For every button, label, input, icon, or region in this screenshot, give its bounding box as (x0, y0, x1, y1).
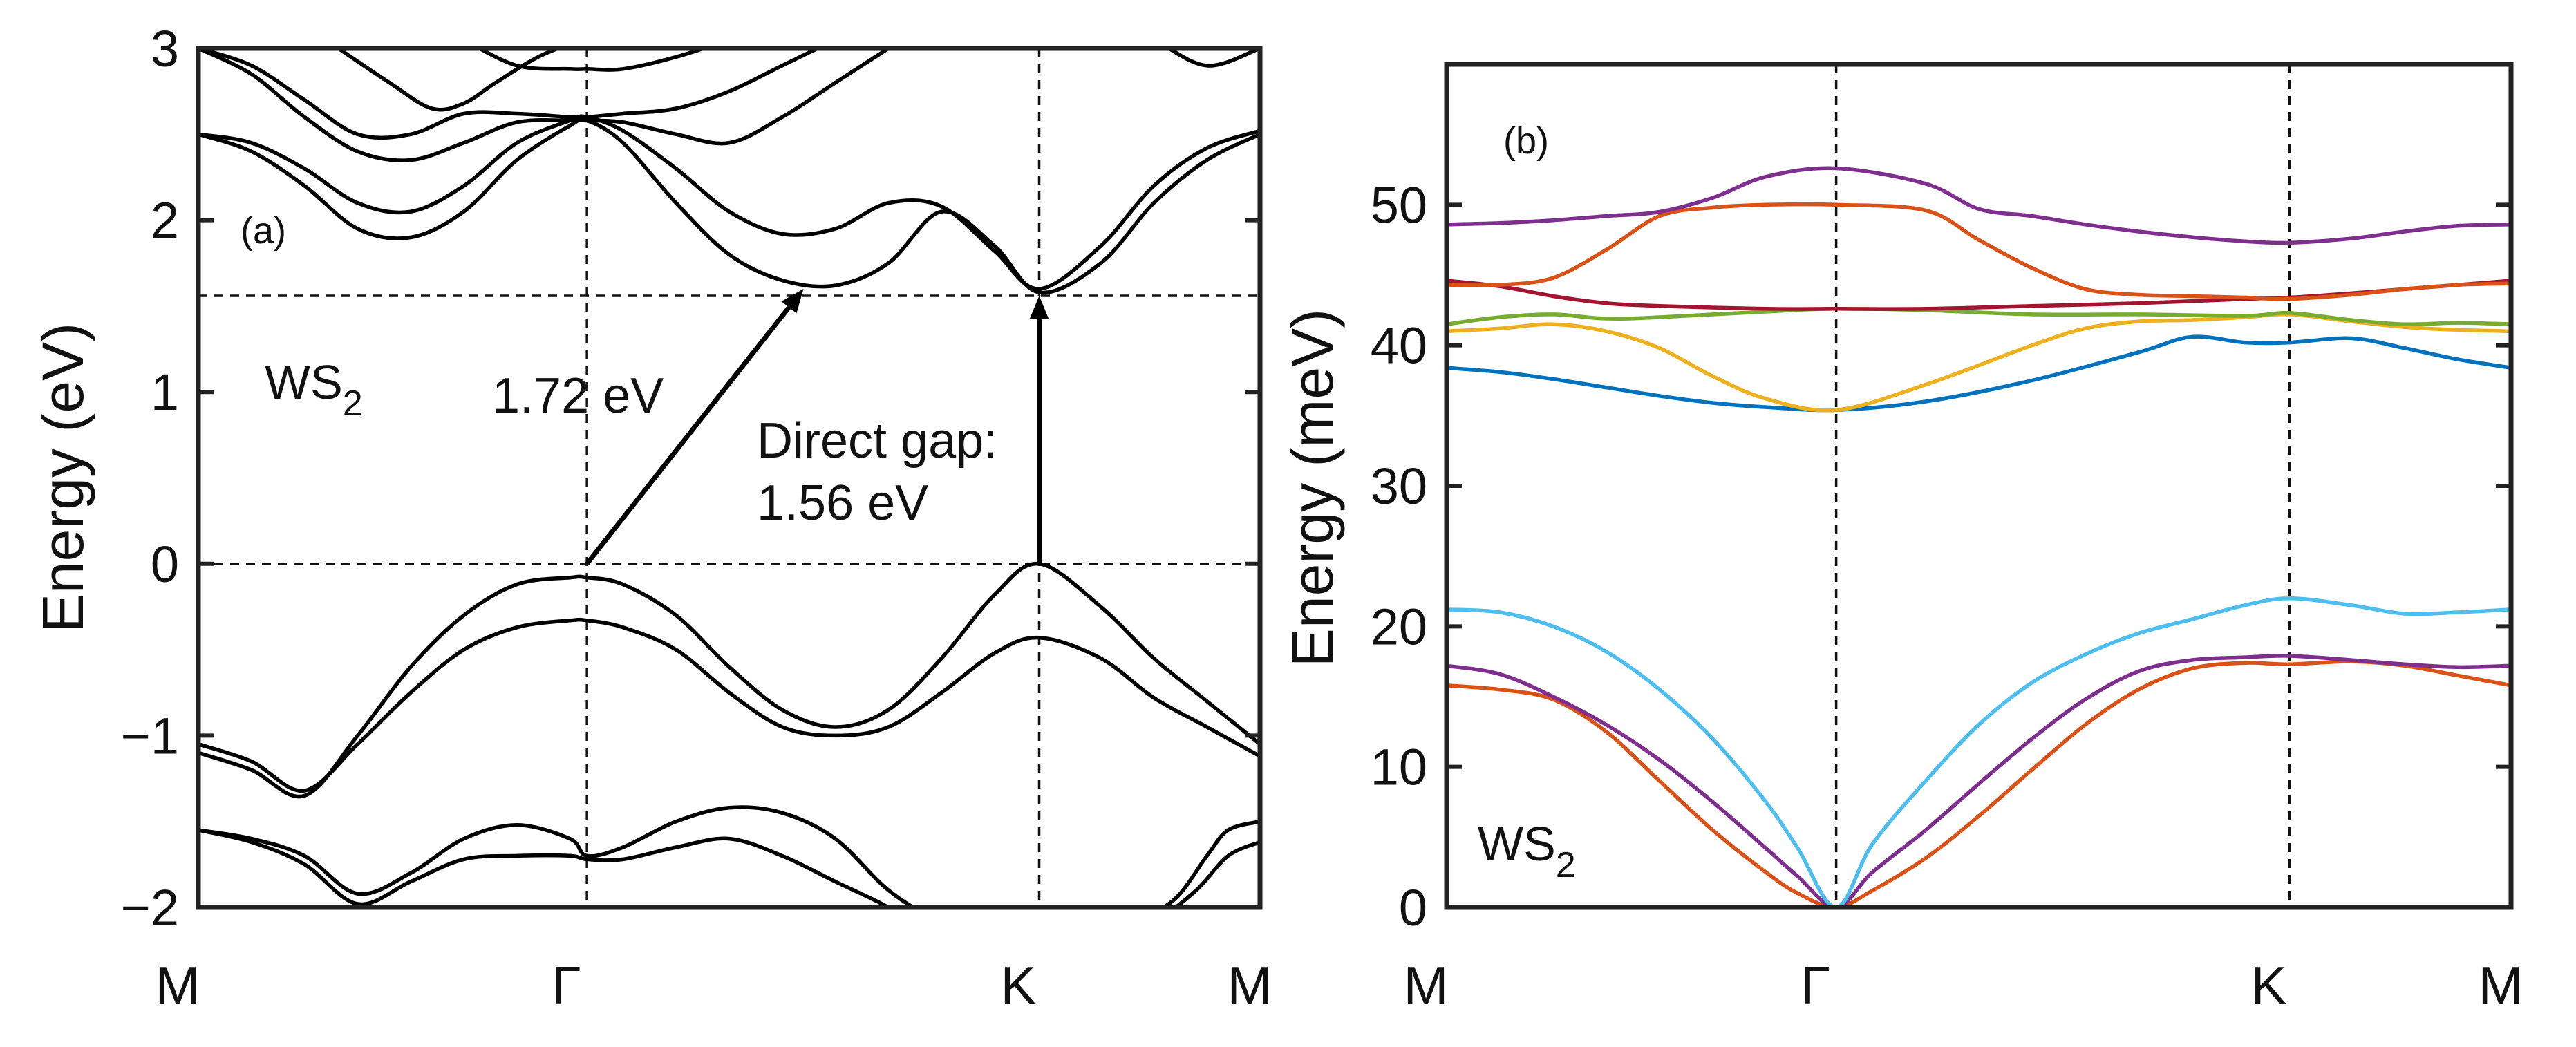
panel-a-ytick-labels: 3 2 1 0 −1 −2 (121, 20, 179, 936)
panel-b-material-subscript: 2 (1556, 845, 1576, 885)
direct-gap-arrow-head (1029, 295, 1049, 319)
panel-b-guides (1834, 64, 2291, 907)
panel-b-path-label-1: Γ (1801, 955, 1830, 1016)
panel-b-path-label-2: K (2251, 955, 2287, 1016)
panel-a-ytick-label-5: −2 (121, 879, 179, 936)
panel-a-band-conduction-4 (198, 48, 822, 140)
panel-b-band-optical-1 (1447, 334, 2511, 413)
panel-b-phonon-dispersion: 50 40 30 20 10 0 M Γ K M Energy (meV) (b) WS2 (1280, 62, 2523, 1016)
panel-b-band-optical-5 (1447, 202, 2511, 301)
panel-a-tag: (a) (241, 210, 286, 252)
panel-a-band-conduction-5 (476, 48, 710, 72)
indirect-gap-label: 1.72 eV (492, 368, 664, 424)
panel-b-path-label-0: M (1404, 955, 1449, 1016)
panel-b-ytick-label-4: 10 (1371, 739, 1427, 796)
panel-a-material: WS2 (265, 355, 363, 424)
panel-a-ytick-label-1: 2 (151, 192, 179, 249)
panel-a-band-conduction-1 (198, 117, 1260, 295)
panel-b-ytick-label-3: 20 (1371, 598, 1427, 655)
panel-a-path-label-1: Γ (552, 955, 581, 1016)
panel-b-tag: (b) (1503, 120, 1549, 162)
panel-b-ticks (1447, 202, 2511, 909)
panel-a-band-valence-3 (198, 805, 917, 907)
panel-b-material: WS2 (1478, 817, 1576, 885)
panel-b-band-TA (1447, 659, 2511, 907)
direct-gap-label-line1: Direct gap: (757, 413, 997, 469)
panel-a-band-conduction-3 (198, 48, 1260, 162)
panel-a-band-valence-6 (1172, 840, 1260, 907)
panel-b-ytick-label-2: 30 (1371, 458, 1427, 515)
panel-b-ylabel: Energy (meV) (1280, 309, 1345, 667)
panel-a-material-base: WS (265, 355, 343, 409)
panel-a-material-subscript: 2 (343, 384, 363, 424)
panel-b-band-ZA (1447, 654, 2511, 907)
indirect-gap-arrow-shaft (585, 305, 791, 565)
panel-a-band-valence-5 (1160, 819, 1260, 907)
panel-a-arrows (585, 289, 1049, 565)
panel-b-material-base: WS (1478, 817, 1556, 871)
panel-b-ytick-label-1: 40 (1371, 317, 1427, 375)
panel-b-band-LA (1447, 596, 2511, 907)
panel-a-path-label-3: M (1228, 955, 1272, 1016)
panel-a-path-label-0: M (156, 955, 200, 1016)
panel-a-frame (196, 46, 1263, 910)
panel-a-ytick-label-2: 1 (151, 364, 179, 421)
panel-a-guides (198, 48, 1260, 907)
panel-b-ytick-label-0: 50 (1371, 176, 1427, 234)
panel-b-band-optical-3 (1447, 307, 2511, 327)
direct-gap-label-line2: 1.56 eV (757, 475, 928, 531)
panel-b-ytick-label-5: 0 (1399, 879, 1427, 936)
panel-b-band-optical-2 (1447, 312, 2511, 413)
panel-a-path-label-2: K (1000, 955, 1036, 1016)
panel-a-band-valence-1 (198, 561, 1260, 799)
panel-b-series (1447, 166, 2511, 907)
panel-a-ytick-label-0: 3 (151, 20, 179, 77)
panel-a-ytick-label-4: −1 (121, 707, 179, 764)
panel-a-band-valence-4 (198, 828, 892, 907)
panel-b-path-label-3: M (2479, 955, 2523, 1016)
panel-a-band-conduction-2 (198, 114, 1260, 291)
panel-a-ylabel: Energy (eV) (30, 323, 95, 632)
panel-a-ticks (198, 46, 1260, 909)
panel-b-ytick-labels: 50 40 30 20 10 0 (1371, 176, 1427, 936)
indirect-gap-arrow-head (781, 289, 804, 314)
panel-b-band-optical-6 (1447, 166, 2511, 245)
panel-b-frame (1444, 62, 2514, 910)
panel-a-ytick-label-3: 0 (151, 536, 179, 593)
panel-a-series (198, 48, 1260, 907)
panel-a-band-conduction-6 (335, 48, 563, 112)
panel-a-band-valence-2 (198, 617, 1260, 793)
